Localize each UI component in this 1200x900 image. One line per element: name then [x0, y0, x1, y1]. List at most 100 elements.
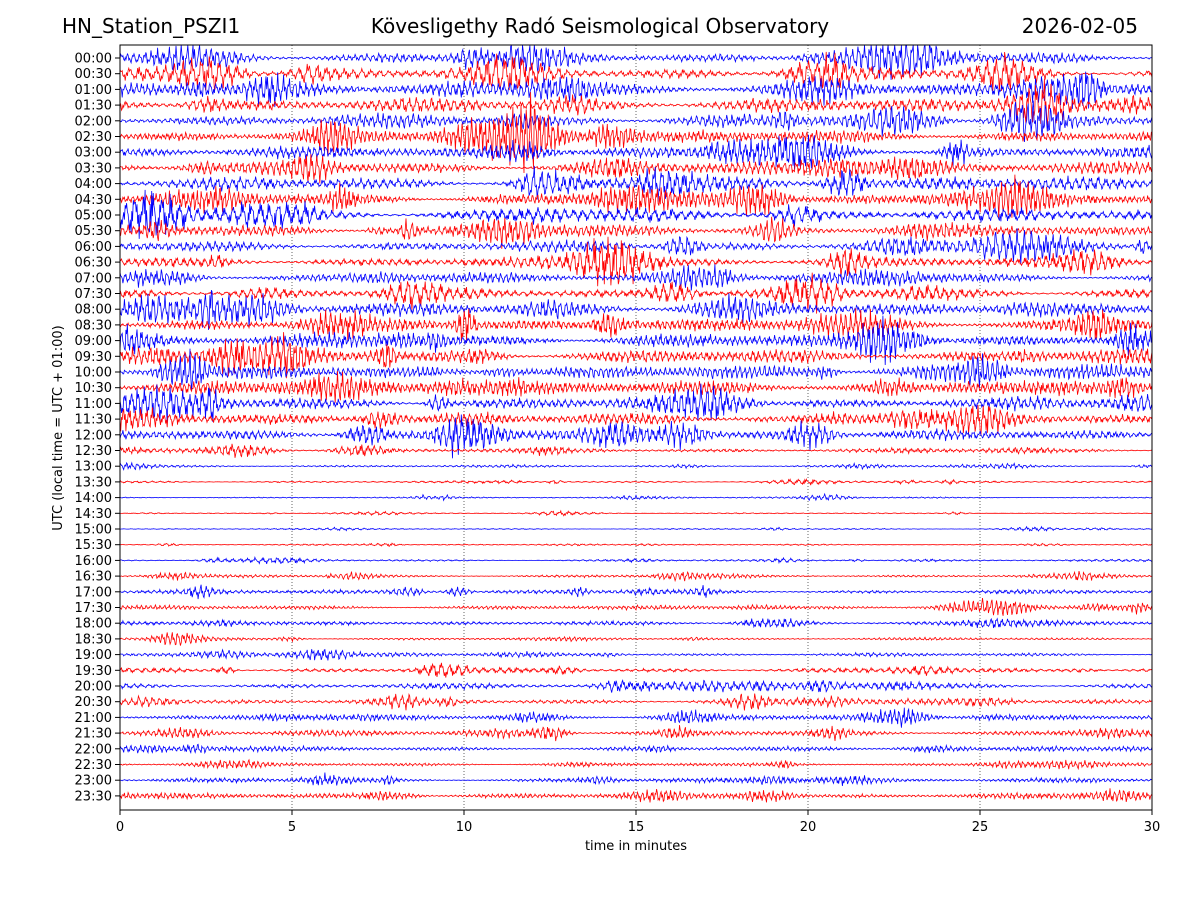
row-label: 21:30	[75, 727, 112, 742]
seismic-trace	[119, 348, 1153, 391]
seismic-trace	[119, 71, 1153, 109]
row-label: 00:00	[75, 52, 112, 67]
seismic-trace	[119, 134, 1153, 170]
row-label: 19:30	[75, 664, 112, 679]
seismic-trace	[119, 662, 1153, 678]
row-label: 23:30	[75, 789, 112, 804]
row-label: 22:30	[75, 758, 112, 773]
row-label: 18:00	[75, 617, 112, 632]
row-label: 13:30	[75, 475, 112, 490]
seismic-trace	[119, 189, 1153, 239]
row-label: 17:30	[75, 601, 112, 616]
row-label: 05:00	[75, 209, 112, 224]
station-name: HN_Station_PSZI1	[62, 14, 241, 38]
row-label: 10:00	[75, 366, 112, 381]
row-label: 11:00	[75, 397, 112, 412]
seismic-trace	[119, 693, 1153, 711]
seismic-trace	[119, 383, 1153, 423]
seismic-trace	[119, 272, 1153, 314]
row-label: 15:00	[75, 523, 112, 538]
row-label: 16:00	[75, 554, 112, 569]
seismic-trace	[119, 724, 1153, 742]
seismic-trace	[120, 584, 1153, 600]
x-tick-label: 30	[1144, 820, 1161, 835]
seismic-trace	[119, 632, 1152, 646]
x-axis-label: time in minutes	[585, 839, 687, 854]
seismic-trace	[119, 92, 1153, 174]
row-label: 08:00	[75, 303, 112, 318]
seismic-trace	[119, 648, 1153, 661]
row-label: 00:30	[75, 67, 112, 82]
row-label: 04:30	[75, 193, 112, 208]
trace-layer	[119, 44, 1153, 803]
seismic-trace	[119, 100, 1153, 143]
row-label: 01:00	[75, 83, 112, 98]
row-label: 15:30	[75, 538, 112, 553]
row-label: 23:00	[75, 774, 112, 789]
x-tick-label: 15	[628, 820, 645, 835]
seismic-trace	[119, 236, 1153, 287]
seismic-trace	[119, 414, 1153, 459]
row-label: 13:00	[75, 460, 112, 475]
seismic-trace	[120, 492, 1152, 502]
x-tick-label: 25	[972, 820, 989, 835]
row-label: 10:30	[75, 381, 112, 396]
seismic-trace	[119, 290, 1153, 330]
seismic-trace	[119, 228, 1153, 265]
row-label: 21:00	[75, 711, 112, 726]
seismic-trace	[119, 772, 1153, 786]
chart-title: Kövesligethy Radó Seismological Observat…	[370, 14, 830, 38]
row-label: 20:00	[75, 680, 112, 695]
row-label: 16:30	[75, 570, 112, 585]
row-label: 12:30	[75, 444, 112, 459]
row-label: 05:30	[75, 224, 112, 239]
row-label: 12:00	[75, 428, 112, 443]
x-tick-label: 0	[116, 820, 124, 835]
seismic-trace	[120, 509, 1153, 517]
x-tick-label: 20	[800, 820, 817, 835]
seismic-trace	[119, 570, 1153, 583]
x-tick-label: 10	[456, 820, 473, 835]
row-label: 18:30	[75, 632, 112, 647]
row-label: 09:00	[75, 334, 112, 349]
seismic-trace	[119, 679, 1153, 693]
seismic-trace	[119, 315, 1153, 366]
seismic-trace	[119, 597, 1153, 616]
row-label: 04:00	[75, 177, 112, 192]
row-label: 19:00	[75, 648, 112, 663]
seismic-trace	[119, 788, 1153, 803]
seismic-trace	[119, 332, 1153, 379]
row-label: 01:30	[75, 99, 112, 114]
seismic-trace	[119, 154, 1153, 184]
seismic-trace	[119, 165, 1153, 202]
row-label: 20:30	[75, 695, 112, 710]
seismic-trace	[119, 370, 1153, 403]
seismic-trace	[120, 525, 1153, 532]
row-label: 17:00	[75, 585, 112, 600]
y-axis-label: UTC (local time = UTC + 01:00)	[51, 325, 66, 530]
seismic-trace	[119, 555, 1153, 565]
row-label: 03:30	[75, 161, 112, 176]
row-label: 02:00	[75, 114, 112, 129]
seismic-trace	[119, 743, 1153, 755]
row-label: 14:30	[75, 507, 112, 522]
seismic-trace	[119, 404, 1153, 436]
seismic-trace	[119, 617, 1153, 629]
row-label: 06:00	[75, 240, 112, 255]
row-label: 09:30	[75, 350, 112, 365]
seismic-trace	[119, 477, 1152, 486]
seismic-trace	[119, 308, 1153, 341]
row-label: 11:30	[75, 413, 112, 428]
seismic-trace	[119, 461, 1153, 471]
seismic-trace	[119, 443, 1153, 458]
seismic-trace	[119, 264, 1153, 291]
row-label: 02:30	[75, 130, 112, 145]
row-label: 08:30	[75, 318, 112, 333]
row-label: 14:00	[75, 491, 112, 506]
seismic-trace	[119, 51, 1153, 92]
seismic-trace	[119, 216, 1153, 249]
x-tick-label: 5	[288, 820, 296, 835]
row-labels: 00:0000:3001:0001:3002:0002:3003:0003:30…	[75, 52, 120, 804]
